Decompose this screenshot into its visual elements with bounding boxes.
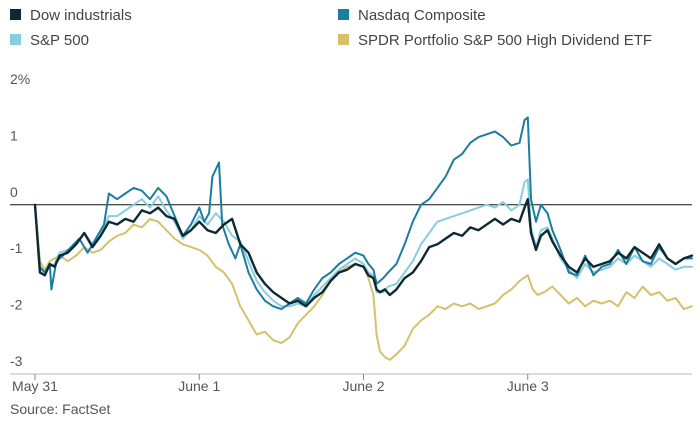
series-line bbox=[34, 116, 693, 311]
y-tick-label: -3 bbox=[10, 353, 23, 369]
series-line bbox=[34, 178, 693, 308]
series-line bbox=[33, 198, 694, 308]
x-tick-label: June 2 bbox=[342, 378, 384, 394]
legend: Dow industrials Nasdaq Composite S&P 500 SP… bbox=[10, 7, 652, 49]
y-tick-label: -1 bbox=[10, 240, 23, 256]
legend-swatch bbox=[338, 34, 349, 45]
y-tick-label: 2% bbox=[10, 71, 30, 87]
series-line bbox=[34, 203, 693, 361]
legend-label: SPDR Portfolio S&P 500 High Dividend ETF bbox=[358, 32, 652, 49]
y-tick-label: 0 bbox=[10, 184, 18, 200]
source-note: Source: FactSet bbox=[10, 401, 110, 417]
series-lines bbox=[33, 116, 694, 361]
x-tick-label: May 31 bbox=[12, 378, 58, 394]
legend-swatch bbox=[338, 9, 349, 20]
y-axis: 2% 1 0 -1 -2 -3 bbox=[10, 71, 30, 369]
x-tick-label: June 1 bbox=[178, 378, 220, 394]
y-tick-label: 1 bbox=[10, 127, 18, 143]
legend-label: Dow industrials bbox=[30, 7, 132, 24]
legend-swatch bbox=[10, 34, 21, 45]
legend-label: Nasdaq Composite bbox=[358, 7, 486, 24]
y-tick-label: -2 bbox=[10, 297, 23, 313]
legend-label: S&P 500 bbox=[30, 32, 89, 49]
legend-swatch bbox=[10, 9, 21, 20]
x-tick-label: June 3 bbox=[507, 378, 549, 394]
x-axis: May 31 June 1 June 2 June 3 bbox=[10, 373, 692, 394]
